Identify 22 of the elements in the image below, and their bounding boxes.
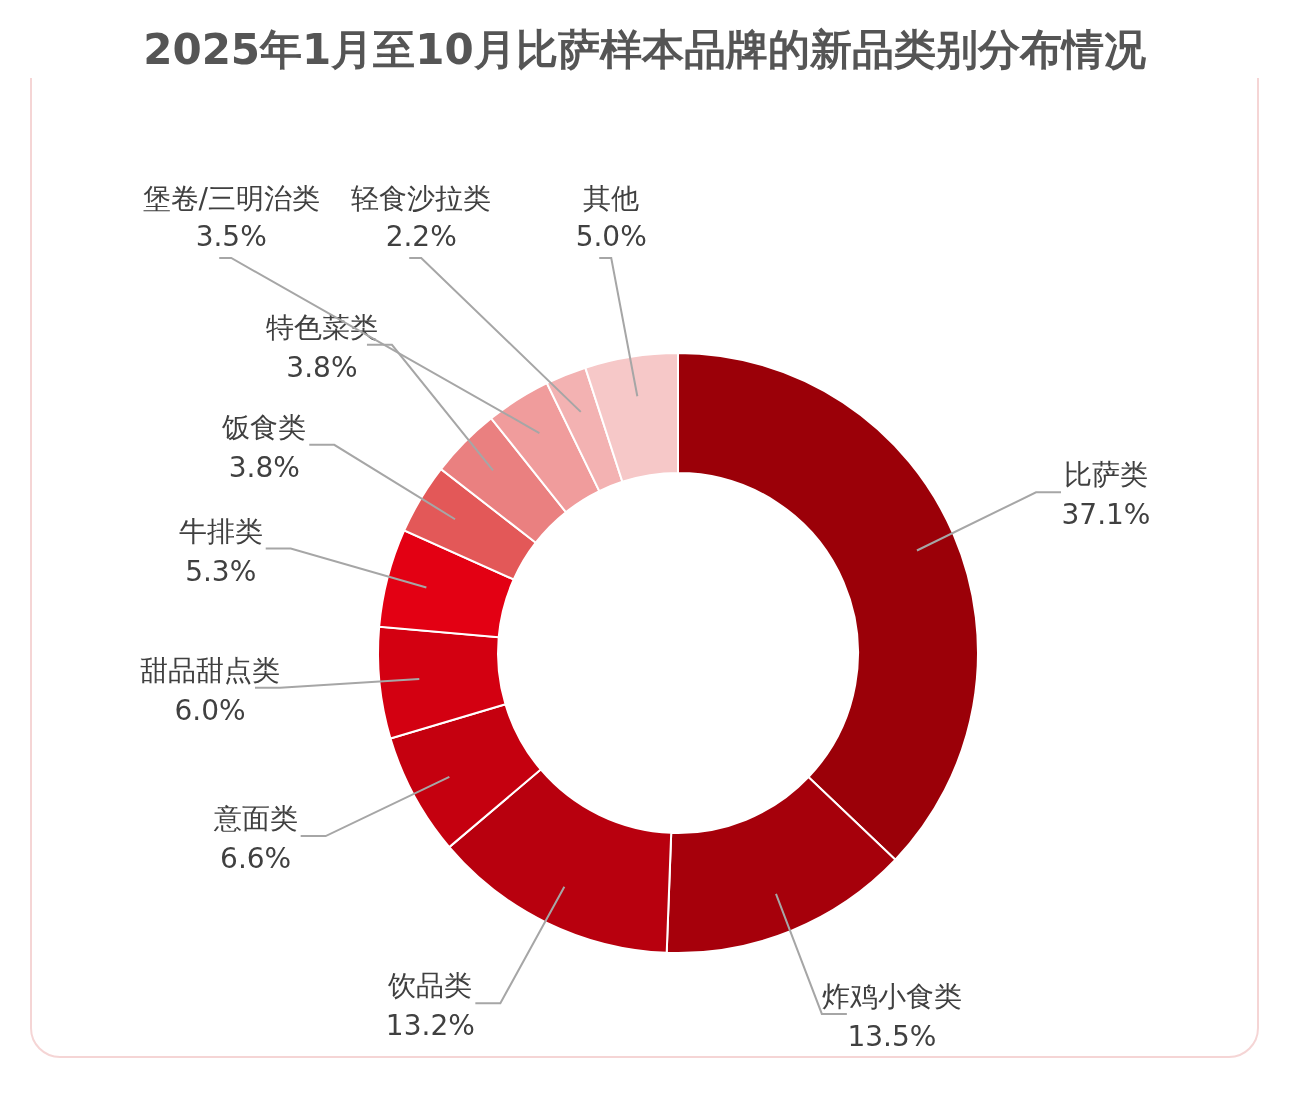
slice-label: 饭食类 [221,410,307,444]
slice-label: 比萨类 [1064,458,1148,492]
data-label: 3.8% [286,350,358,384]
data-label: 6.6% [220,842,292,876]
data-label: 3.8% [228,450,300,484]
slice-label: 堡卷/三明治类 [142,182,320,215]
data-label: 37.1% [1061,498,1151,532]
data-label: 5.0% [575,220,647,253]
slice-label: 其他 [583,182,640,215]
slice-label: 甜品甜点类 [139,653,280,687]
data-label: 3.5% [195,220,267,253]
slice-label: 轻食沙拉类 [351,182,492,215]
slice-label: 牛排类 [178,514,263,548]
slice-label: 饮品类 [387,969,473,1003]
data-label: 2.2% [385,220,457,253]
slice-label: 炸鸡小食类 [821,979,962,1013]
chart-title: 2025年1月至10月比萨样本品牌的新品类别分布情况 [8,22,1281,78]
data-label: 13.5% [847,1019,937,1053]
slice-label: 意面类 [212,802,298,836]
data-label: 13.2% [385,1009,475,1043]
data-label: 5.3% [185,554,257,588]
data-label: 6.0% [174,693,246,727]
